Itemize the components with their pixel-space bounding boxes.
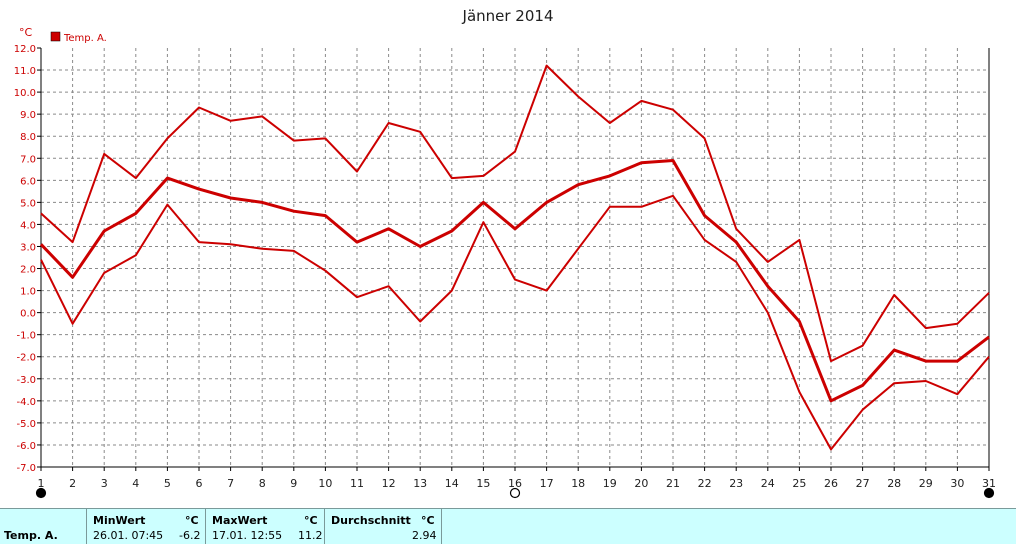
- x-tick-label: 7: [227, 477, 234, 490]
- y-tick-label: 0.0: [20, 309, 36, 320]
- y-tick-label: 7.0: [20, 154, 36, 165]
- y-tick-label: 2.0: [20, 265, 36, 276]
- x-tick-label: 21: [666, 477, 680, 490]
- x-tick-label: 28: [887, 477, 901, 490]
- x-tick-label: 3: [101, 477, 108, 490]
- stats-max-unit: °C: [304, 514, 318, 527]
- x-tick-label: 17: [540, 477, 554, 490]
- stats-avg-value: 2.94: [412, 529, 437, 542]
- temperature-chart: Jänner 2014 °C Temp. A. 12.011.010.09.08…: [14, 7, 996, 499]
- x-tick-label: 10: [318, 477, 332, 490]
- stats-avg-header: Durchschnitt: [331, 514, 411, 527]
- x-tick-label: 11: [350, 477, 364, 490]
- stats-row-label-cell: Temp. A.: [0, 509, 87, 544]
- new-moon-icon: [983, 487, 995, 499]
- series-line-mittel: [39, 159, 990, 403]
- moon-phases: [35, 487, 995, 499]
- x-tick-label: 12: [382, 477, 396, 490]
- chart-title: Jänner 2014: [462, 7, 554, 25]
- x-tick-label: 8: [259, 477, 266, 490]
- x-tick-label: 4: [132, 477, 139, 490]
- stats-min-unit: °C: [185, 514, 199, 527]
- x-tick-label: 19: [603, 477, 617, 490]
- stats-avg-unit: °C: [421, 514, 435, 527]
- series-line-max: [40, 64, 990, 363]
- x-tick-label: 1: [38, 477, 45, 490]
- full-moon-icon: [509, 487, 521, 499]
- y-tick-label: 10.0: [14, 88, 36, 99]
- y-tick-label: -4.0: [16, 397, 36, 408]
- y-tick-label: 4.0: [20, 220, 36, 231]
- y-tick-label: -1.0: [16, 331, 36, 342]
- legend-swatch: [50, 31, 61, 42]
- y-tick-label: -3.0: [16, 375, 36, 386]
- stats-max-cell: MaxWert °C 17.01. 12:55 11.2: [206, 509, 325, 544]
- x-tick-label: 23: [729, 477, 743, 490]
- y-tick-label: 1.0: [20, 287, 36, 298]
- x-tick-label: 15: [476, 477, 490, 490]
- y-tick-label: -7.0: [16, 463, 36, 474]
- y-tick-label: 8.0: [20, 132, 36, 143]
- stats-min-value: -6.2: [179, 529, 201, 542]
- x-tick-label: 30: [950, 477, 964, 490]
- x-tick-label: 22: [698, 477, 712, 490]
- grid: [41, 48, 989, 467]
- x-tick-label: 27: [856, 477, 870, 490]
- y-tick-label: -2.0: [16, 353, 36, 364]
- x-tick-label: 24: [761, 477, 775, 490]
- x-tick-label: 2: [69, 477, 76, 490]
- y-tick-label: 6.0: [20, 176, 36, 187]
- x-tick-label: 5: [164, 477, 171, 490]
- stats-row-label: Temp. A.: [4, 529, 58, 542]
- series-lines: [39, 64, 990, 451]
- x-tick-label: 25: [792, 477, 806, 490]
- x-tick-label: 31: [982, 477, 996, 490]
- y-tick-label: 12.0: [14, 44, 36, 55]
- y-unit-label: °C: [19, 26, 33, 39]
- y-tick-label: 11.0: [14, 66, 36, 77]
- x-axis-ticks: 1 2 3 4 5 6 7 8 9 10 11 12 13 14 15 16 17 18 19 20 21 22 23 24 2…: [38, 467, 996, 490]
- stats-avg-cell: Durchschnitt °C 2.94: [325, 509, 442, 544]
- stats-table: Temp. A. MinWert °C 26.01. 07:45 -6.2 Ma…: [0, 508, 1016, 544]
- y-tick-label: 3.0: [20, 242, 36, 253]
- series-line-min: [40, 194, 990, 451]
- stats-min-time: 26.01. 07:45: [93, 529, 164, 542]
- stats-max-value: 11.2: [298, 529, 323, 542]
- x-tick-label: 18: [571, 477, 585, 490]
- x-tick-label: 6: [196, 477, 203, 490]
- stats-min-cell: MinWert °C 26.01. 07:45 -6.2: [87, 509, 206, 544]
- stats-min-header: MinWert: [93, 514, 146, 527]
- x-tick-label: 20: [634, 477, 648, 490]
- stats-max-time: 17.01. 12:55: [212, 529, 283, 542]
- x-tick-label: 13: [413, 477, 427, 490]
- x-tick-label: 9: [290, 477, 297, 490]
- y-tick-label: 5.0: [20, 198, 36, 209]
- y-tick-label: -5.0: [16, 419, 36, 430]
- x-tick-label: 14: [445, 477, 459, 490]
- x-tick-label: 26: [824, 477, 838, 490]
- legend-label: Temp. A.: [63, 33, 107, 44]
- y-tick-label: -6.0: [16, 441, 36, 452]
- x-tick-label: 16: [508, 477, 522, 490]
- y-axis-ticks: 12.0 11.0 10.0 9.0 8.0 7.0 6.0 5.0 4.0 3.0 2.0 1.0 0…: [14, 44, 41, 474]
- stats-max-header: MaxWert: [212, 514, 268, 527]
- x-tick-label: 29: [919, 477, 933, 490]
- new-moon-icon: [35, 487, 47, 499]
- y-tick-label: 9.0: [20, 110, 36, 121]
